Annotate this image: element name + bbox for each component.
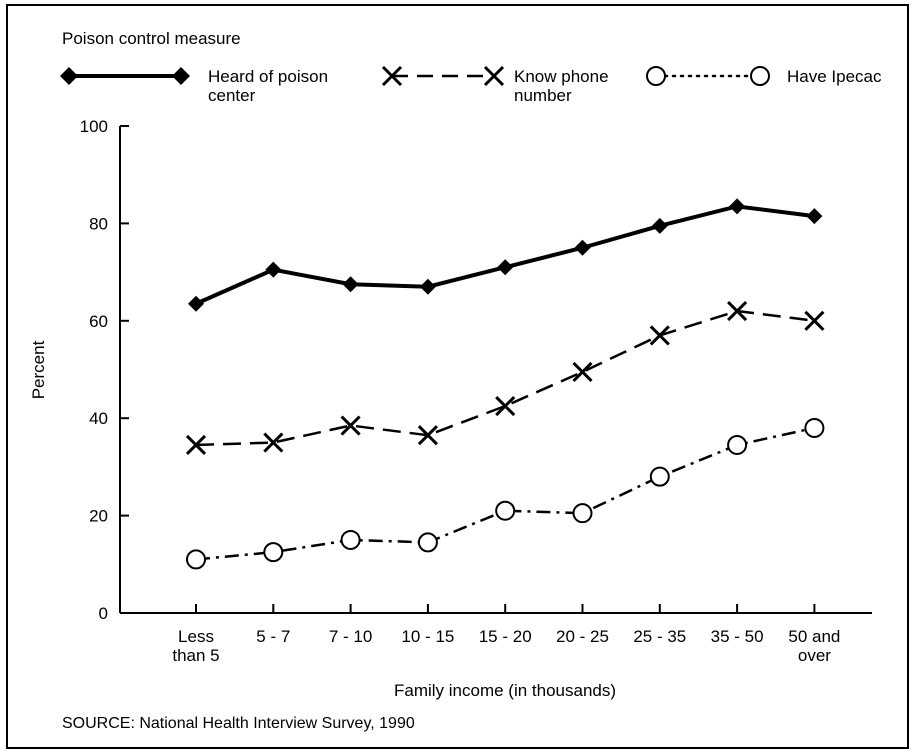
- data-point-x: [804, 310, 825, 331]
- x-tick-label: 25 - 35: [633, 627, 686, 646]
- data-point-circle: [572, 503, 593, 524]
- data-point-diamond: [651, 217, 668, 234]
- data-point-x: [340, 415, 361, 436]
- chart-frame: [6, 4, 909, 749]
- y-tick-label: 80: [89, 214, 108, 233]
- data-point-x: [185, 434, 207, 456]
- y-tick-label: 20: [89, 507, 108, 526]
- series-line: [195, 204, 815, 306]
- data-point-diamond: [729, 198, 746, 215]
- x-tick-label: than 5: [172, 646, 219, 665]
- series-know-phone-number: [185, 300, 825, 456]
- legend-label-line2: center: [208, 86, 256, 105]
- data-point-circle: [417, 532, 438, 553]
- y-ticks: 0 20 40 60 80 100: [80, 117, 129, 623]
- data-point-x: [649, 325, 670, 346]
- x-tick-label: Less: [178, 627, 214, 646]
- y-tick-label: 40: [89, 409, 108, 428]
- x-tick-label: 50 and: [788, 627, 840, 646]
- y-tick-label: 60: [89, 312, 108, 331]
- x-tick-label: 7 - 10: [329, 627, 372, 646]
- x-tick-label: over: [798, 646, 831, 665]
- x-marker-icon: [381, 65, 403, 87]
- legend-title: Poison control measure: [62, 29, 241, 48]
- diamond-marker-icon: [60, 67, 78, 85]
- circle-marker-icon: [646, 66, 666, 86]
- legend-item-have-ipecac: Have Ipecac: [646, 66, 882, 86]
- legend-label-line1: Know phone: [514, 67, 609, 86]
- y-tick-label: 100: [80, 117, 108, 136]
- x-marker-icon: [483, 65, 505, 87]
- x-tick-label: 20 - 25: [556, 627, 609, 646]
- series-have-ipecac: [186, 417, 825, 570]
- series-line: [195, 309, 815, 447]
- data-point-circle: [186, 549, 206, 570]
- series-line: [195, 426, 815, 561]
- data-point-x: [572, 361, 593, 382]
- data-point-diamond: [806, 208, 823, 225]
- diamond-marker-icon: [172, 67, 190, 85]
- x-tick-label: 35 - 50: [711, 627, 764, 646]
- legend-item-heard-of-poison-center: Heard of poison center: [60, 67, 328, 105]
- legend-label-line1: Heard of poison: [208, 67, 328, 86]
- source-note: SOURCE: National Health Interview Survey…: [62, 715, 415, 732]
- y-axis-label: Percent: [29, 340, 48, 399]
- data-point-circle: [340, 529, 361, 550]
- x-tick-label: 15 - 20: [479, 627, 532, 646]
- data-point-diamond: [265, 261, 282, 278]
- legend-item-know-phone-number: Know phone number: [381, 65, 609, 105]
- legend-label-line1: Have Ipecac: [787, 67, 882, 86]
- data-point-diamond: [497, 259, 514, 276]
- data-point-circle: [804, 417, 825, 438]
- data-point-diamond: [342, 276, 359, 293]
- legend-label-line2: number: [514, 86, 572, 105]
- circle-marker-icon: [750, 66, 770, 86]
- x-tick-label: 5 - 7: [256, 627, 290, 646]
- data-point-x: [727, 300, 748, 322]
- data-point-circle: [649, 466, 670, 487]
- data-point-diamond: [188, 295, 204, 312]
- x-axis-label: Family income (in thousands): [394, 681, 616, 700]
- data-point-x: [263, 432, 284, 453]
- data-point-x: [417, 425, 438, 446]
- data-point-circle: [263, 542, 284, 563]
- x-tick-label: 10 - 15: [401, 627, 454, 646]
- legend: Poison control measure Heard of poison c…: [60, 29, 882, 105]
- y-tick-label: 0: [99, 604, 108, 623]
- series-layer: [185, 198, 825, 570]
- data-point-circle: [495, 500, 516, 521]
- data-point-diamond: [574, 239, 591, 256]
- data-point-diamond: [419, 278, 436, 295]
- data-point-circle: [727, 434, 748, 455]
- data-point-x: [495, 395, 516, 417]
- series-heard-of-poison-center: [188, 198, 823, 312]
